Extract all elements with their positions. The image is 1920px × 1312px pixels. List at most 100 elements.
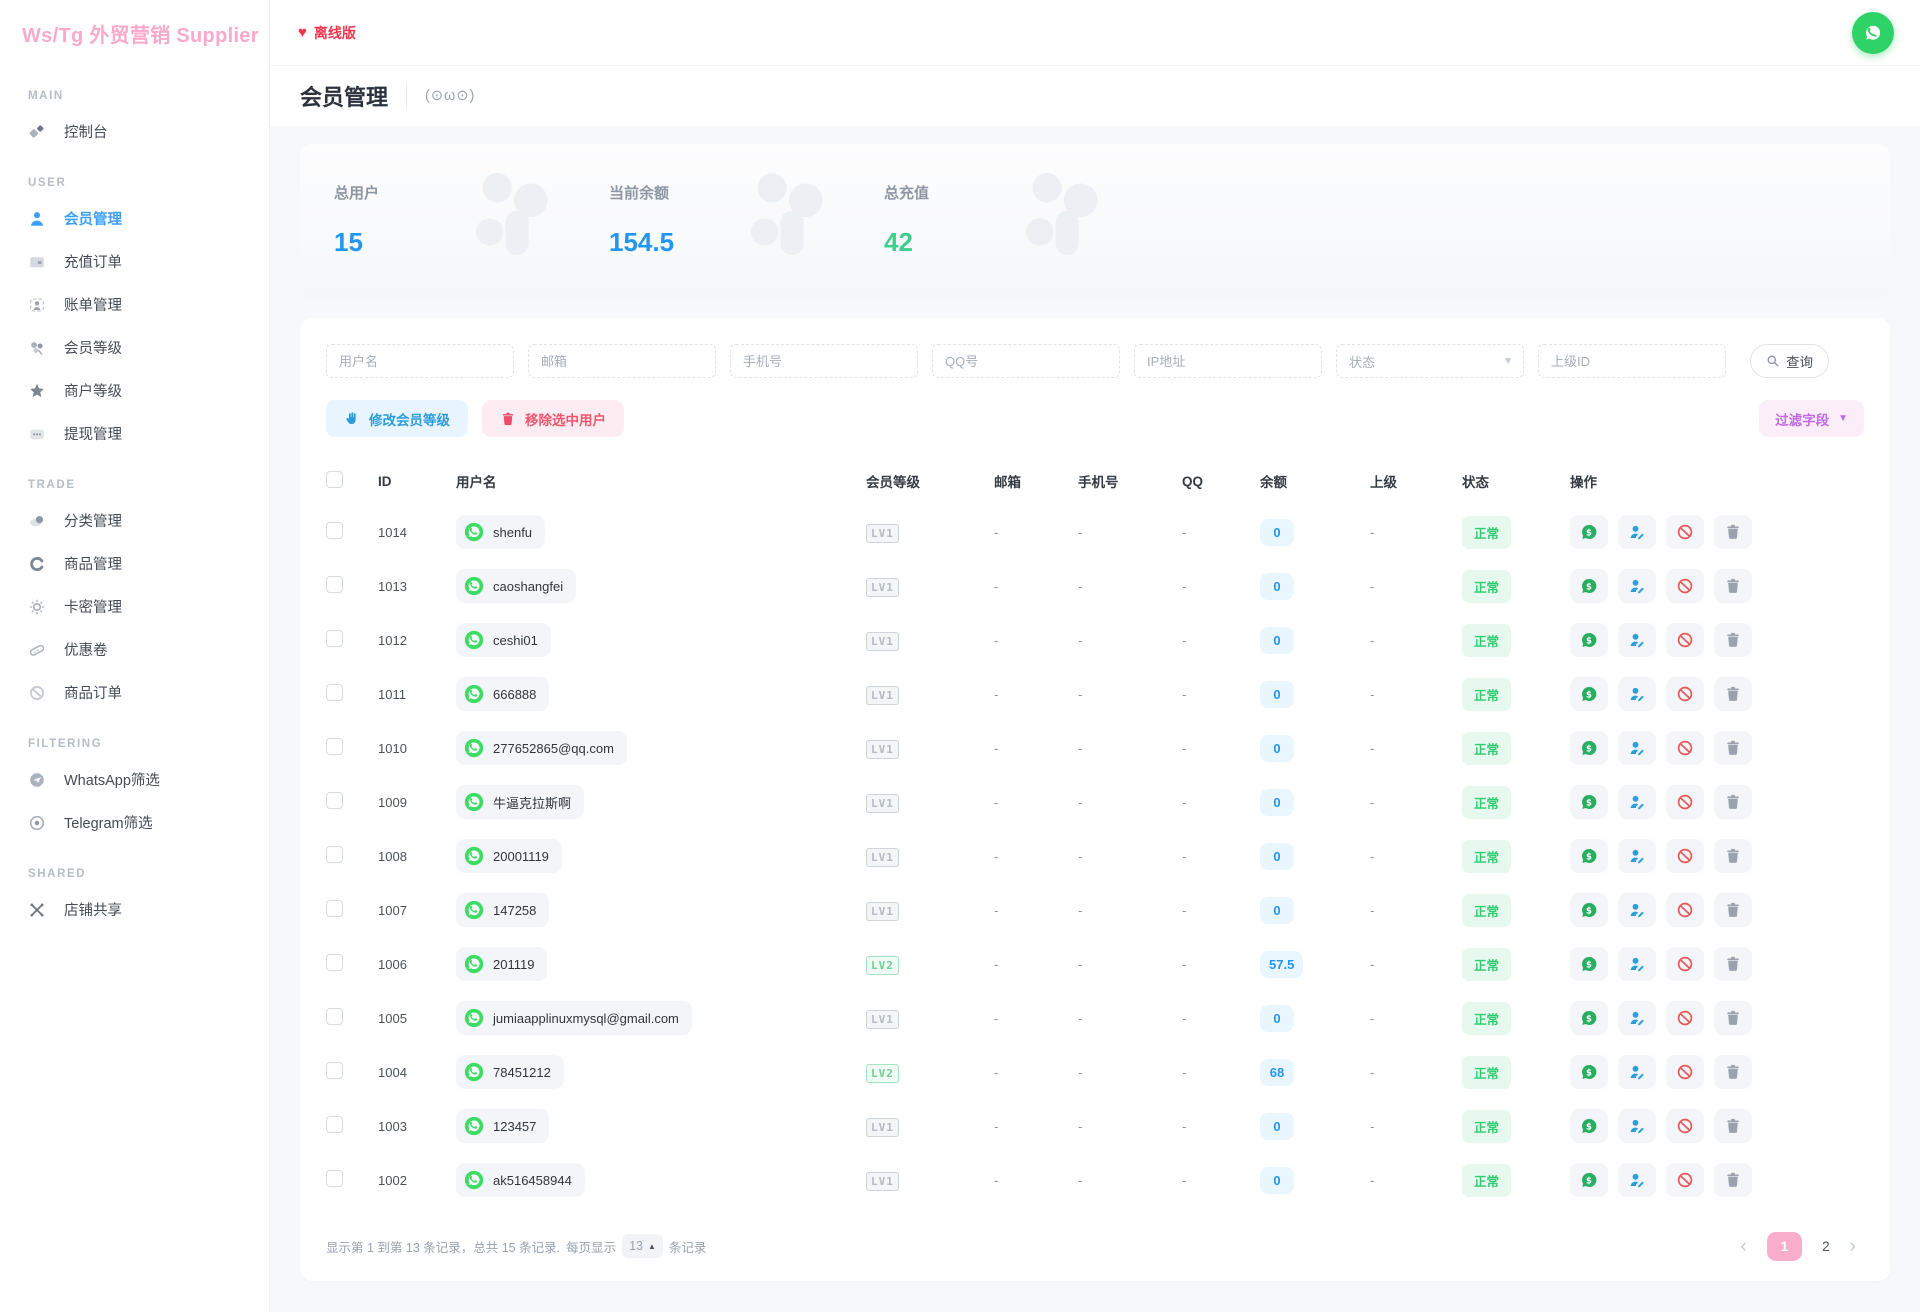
ban-button[interactable]	[1666, 893, 1704, 927]
trash-button[interactable]	[1714, 839, 1752, 873]
money-chat-button[interactable]: $	[1570, 893, 1608, 927]
sidebar-item-telegram-filter[interactable]: Telegram筛选	[0, 801, 269, 844]
sidebar-item-bill-management[interactable]: 账单管理	[0, 283, 269, 326]
email-input[interactable]	[528, 344, 716, 378]
sidebar-item-category-management[interactable]: 分类管理	[0, 499, 269, 542]
trash-button[interactable]	[1714, 1163, 1752, 1197]
money-chat-button[interactable]: $	[1570, 1055, 1608, 1089]
row-checkbox[interactable]	[326, 522, 343, 539]
sidebar-item-whatsapp-filter[interactable]: WhatsApp筛选	[0, 758, 269, 801]
ban-button[interactable]	[1666, 731, 1704, 765]
row-checkbox[interactable]	[326, 1170, 343, 1187]
user-edit-button[interactable]	[1618, 677, 1656, 711]
trash-button[interactable]	[1714, 1001, 1752, 1035]
money-chat-button[interactable]: $	[1570, 515, 1608, 549]
row-checkbox[interactable]	[326, 684, 343, 701]
offline-badge[interactable]: ♥ 离线版	[298, 23, 356, 43]
money-chat-button[interactable]: $	[1570, 677, 1608, 711]
row-checkbox[interactable]	[326, 738, 343, 755]
trash-button[interactable]	[1714, 569, 1752, 603]
username-pill[interactable]: 123457	[456, 1109, 549, 1143]
sidebar-item-member-level[interactable]: 会员等级	[0, 326, 269, 369]
trash-button[interactable]	[1714, 1055, 1752, 1089]
username-pill[interactable]: caoshangfei	[456, 569, 576, 603]
sidebar-item-product-management[interactable]: 商品管理	[0, 542, 269, 585]
ban-button[interactable]	[1666, 947, 1704, 981]
username-pill[interactable]: ak516458944	[456, 1163, 585, 1197]
per-page-selector[interactable]: 13 ▲	[622, 1234, 663, 1258]
row-checkbox[interactable]	[326, 792, 343, 809]
user-avatar[interactable]	[1852, 12, 1894, 54]
money-chat-button[interactable]: $	[1570, 569, 1608, 603]
sidebar-item-dashboard[interactable]: 控制台	[0, 110, 269, 153]
username-pill[interactable]: 201119	[456, 947, 547, 981]
user-edit-button[interactable]	[1618, 947, 1656, 981]
money-chat-button[interactable]: $	[1570, 1109, 1608, 1143]
trash-button[interactable]	[1714, 785, 1752, 819]
row-checkbox[interactable]	[326, 1062, 343, 1079]
username-pill[interactable]: 牛逼克拉斯啊	[456, 785, 584, 819]
sidebar-item-member-management[interactable]: 会员管理	[0, 197, 269, 240]
status-select[interactable]: 状态 ▼	[1336, 344, 1524, 378]
ban-button[interactable]	[1666, 1109, 1704, 1143]
money-chat-button[interactable]: $	[1570, 623, 1608, 657]
ban-button[interactable]	[1666, 677, 1704, 711]
trash-button[interactable]	[1714, 677, 1752, 711]
next-page-icon[interactable]: ›	[1850, 1237, 1856, 1256]
user-edit-button[interactable]	[1618, 1109, 1656, 1143]
filter-fields-button[interactable]: 过滤字段 ▼	[1759, 400, 1864, 437]
sidebar-item-card-key-management[interactable]: 卡密管理	[0, 585, 269, 628]
trash-button[interactable]	[1714, 1109, 1752, 1143]
money-chat-button[interactable]: $	[1570, 839, 1608, 873]
ban-button[interactable]	[1666, 785, 1704, 819]
trash-button[interactable]	[1714, 893, 1752, 927]
user-edit-button[interactable]	[1618, 1055, 1656, 1089]
username-pill[interactable]: shenfu	[456, 515, 545, 549]
row-checkbox[interactable]	[326, 954, 343, 971]
row-checkbox[interactable]	[326, 1116, 343, 1133]
sidebar-item-coupons[interactable]: 优惠卷	[0, 628, 269, 671]
row-checkbox[interactable]	[326, 900, 343, 917]
username-pill[interactable]: 20001119	[456, 839, 562, 873]
row-checkbox[interactable]	[326, 630, 343, 647]
trash-button[interactable]	[1714, 623, 1752, 657]
ban-button[interactable]	[1666, 569, 1704, 603]
phone-input[interactable]	[730, 344, 918, 378]
sidebar-item-withdraw-management[interactable]: 提现管理	[0, 412, 269, 455]
user-edit-button[interactable]	[1618, 785, 1656, 819]
ban-button[interactable]	[1666, 1163, 1704, 1197]
trash-button[interactable]	[1714, 947, 1752, 981]
page-number-2[interactable]: 2	[1822, 1239, 1830, 1254]
row-checkbox[interactable]	[326, 846, 343, 863]
ip-input[interactable]	[1134, 344, 1322, 378]
sidebar-item-product-orders[interactable]: 商品订单	[0, 671, 269, 714]
sidebar-item-recharge-orders[interactable]: 充值订单	[0, 240, 269, 283]
money-chat-button[interactable]: $	[1570, 1163, 1608, 1197]
row-checkbox[interactable]	[326, 1008, 343, 1025]
user-edit-button[interactable]	[1618, 623, 1656, 657]
parent-id-input[interactable]	[1538, 344, 1726, 378]
trash-button[interactable]	[1714, 731, 1752, 765]
user-edit-button[interactable]	[1618, 839, 1656, 873]
username-pill[interactable]: 147258	[456, 893, 549, 927]
username-pill[interactable]: 78451212	[456, 1055, 564, 1089]
trash-button[interactable]	[1714, 515, 1752, 549]
money-chat-button[interactable]: $	[1570, 1001, 1608, 1035]
user-edit-button[interactable]	[1618, 1001, 1656, 1035]
user-edit-button[interactable]	[1618, 893, 1656, 927]
username-pill[interactable]: 277652865@qq.com	[456, 731, 627, 765]
select-all-checkbox[interactable]	[326, 471, 343, 488]
remove-selected-button[interactable]: 移除选中用户	[482, 400, 624, 437]
ban-button[interactable]	[1666, 1001, 1704, 1035]
money-chat-button[interactable]: $	[1570, 731, 1608, 765]
ban-button[interactable]	[1666, 515, 1704, 549]
page-number-1[interactable]: 1	[1767, 1232, 1803, 1261]
user-edit-button[interactable]	[1618, 515, 1656, 549]
user-edit-button[interactable]	[1618, 1163, 1656, 1197]
money-chat-button[interactable]: $	[1570, 785, 1608, 819]
username-pill[interactable]: jumiaapplinuxmysql@gmail.com	[456, 1001, 692, 1035]
ban-button[interactable]	[1666, 839, 1704, 873]
username-input[interactable]	[326, 344, 514, 378]
sidebar-item-merchant-level[interactable]: 商户等级	[0, 369, 269, 412]
prev-page-icon[interactable]: ‹	[1740, 1237, 1746, 1256]
